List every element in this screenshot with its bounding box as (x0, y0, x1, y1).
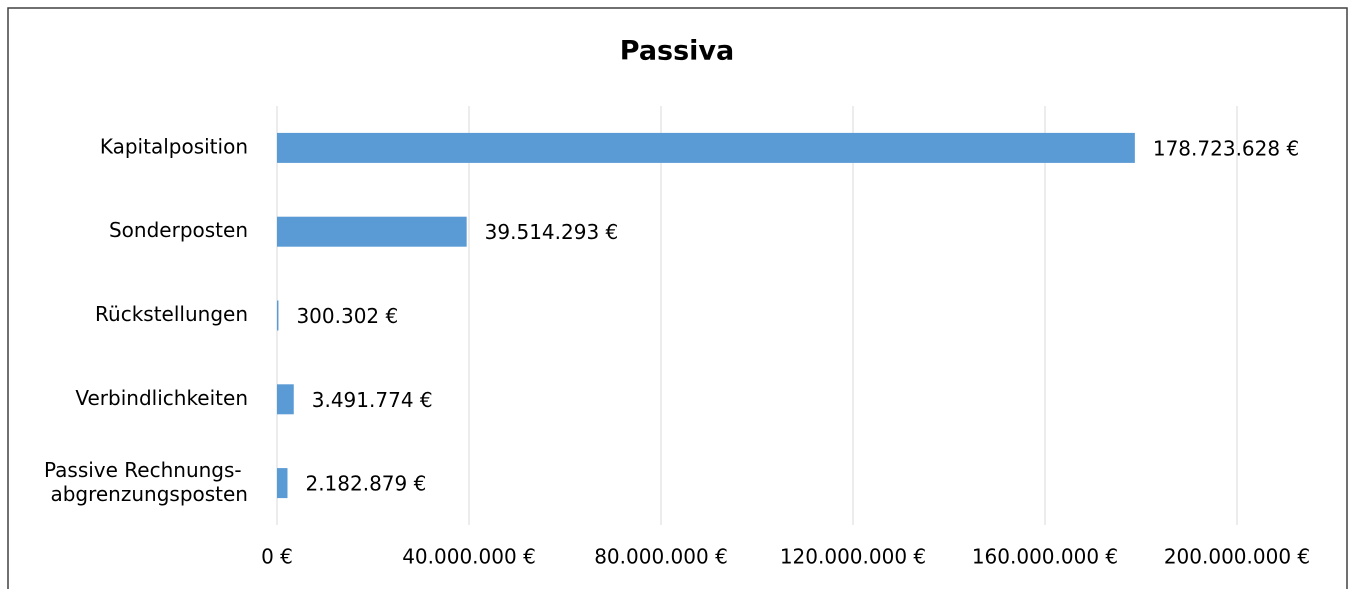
bar (277, 300, 279, 331)
bar (277, 468, 288, 499)
bar (277, 132, 1135, 163)
x-tick-label: 0 € (261, 545, 293, 569)
data-label: 3.491.774 € (312, 388, 433, 412)
data-label: 178.723.628 € (1153, 136, 1299, 160)
x-tick-label: 120.000.000 € (780, 545, 926, 569)
bar (277, 216, 467, 247)
y-tick-label: Kapitalposition (100, 134, 248, 158)
bar (277, 384, 294, 415)
x-tick-label: 40.000.000 € (402, 545, 536, 569)
x-tick-label: 80.000.000 € (594, 545, 728, 569)
y-tick-label: Passive Rechnungs- abgrenzungsposten (44, 458, 248, 506)
chart-title: Passiva (620, 36, 735, 67)
x-tick-label: 160.000.000 € (972, 545, 1118, 569)
data-label: 300.302 € (296, 304, 398, 328)
x-tick-label: 200.000.000 € (1164, 545, 1310, 569)
data-label: 39.514.293 € (485, 220, 619, 244)
data-label: 2.182.879 € (305, 472, 426, 496)
y-tick-label: Rückstellungen (95, 302, 248, 326)
chart-frame (7, 7, 1348, 589)
y-tick-label: Verbindlichkeiten (75, 386, 248, 410)
y-tick-label: Sonderposten (109, 218, 248, 242)
